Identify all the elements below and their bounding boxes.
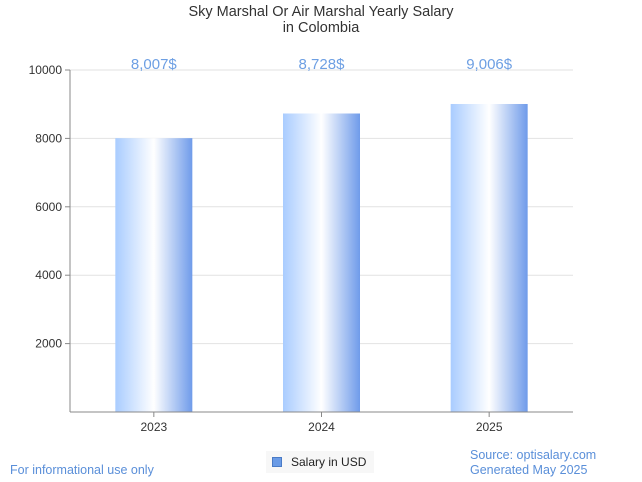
y-tick-label: 4000 <box>35 268 62 282</box>
x-tick-label: 2025 <box>476 420 503 434</box>
y-tick-label: 8000 <box>35 131 62 145</box>
chart-title-line-1: Sky Marshal Or Air Marshal Yearly Salary <box>188 4 454 20</box>
legend-label: Salary in USD <box>291 455 367 469</box>
chart-title: Sky Marshal Or Air Marshal Yearly Salary… <box>0 4 642 36</box>
informational-note: For informational use only <box>10 463 154 477</box>
y-tick-label: 10000 <box>29 63 63 77</box>
generated-date: Generated May 2025 <box>470 463 588 477</box>
y-tick-label: 2000 <box>35 337 62 351</box>
axes: 2000 4000 6000 8000 10000 2023 2024 2025 <box>29 63 573 434</box>
source-note: Source: optisalary.com Generated May 202… <box>470 448 596 478</box>
data-label: 8,728$ <box>299 56 346 73</box>
y-tick-label: 6000 <box>35 200 62 214</box>
legend[interactable]: Salary in USD <box>266 451 375 473</box>
x-tick-label: 2023 <box>140 420 167 434</box>
bar <box>283 113 360 412</box>
data-labels: 8,007$ 8,728$ 9,006$ <box>131 56 513 73</box>
x-tick-label: 2024 <box>308 420 335 434</box>
legend-swatch <box>272 457 282 467</box>
data-label: 9,006$ <box>466 56 513 73</box>
data-label: 8,007$ <box>131 56 178 73</box>
chart-title-line-2: in Colombia <box>282 20 360 36</box>
bar <box>450 103 528 412</box>
source-link[interactable]: Source: optisalary.com <box>470 448 597 462</box>
bars <box>115 103 528 413</box>
bar <box>115 138 193 413</box>
